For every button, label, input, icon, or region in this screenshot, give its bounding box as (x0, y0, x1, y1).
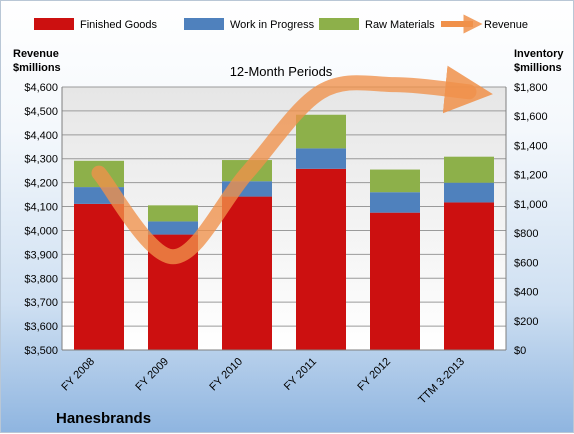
bar-work-in-progress (296, 148, 346, 169)
category-label: FY 2009 (133, 356, 171, 394)
right-tick-label: $1,200 (514, 170, 548, 182)
legend-swatch-work-in-progress (184, 18, 224, 30)
bar-raw-materials (370, 169, 420, 193)
right-axis-title-line1: Inventory (514, 48, 564, 60)
left-tick-label: $4,100 (24, 202, 58, 214)
left-tick-label: $4,200 (24, 178, 58, 190)
category-label: FY 2008 (59, 356, 97, 394)
bar-raw-materials (444, 156, 494, 183)
legend-swatch-raw-materials (319, 18, 359, 30)
bar-finished-goods (222, 196, 272, 350)
right-tick-label: $800 (514, 228, 538, 240)
legend-label-revenue: Revenue (484, 19, 528, 31)
left-tick-label: $4,300 (24, 154, 58, 166)
left-axis-title-line2: $millions (13, 62, 61, 74)
left-tick-label: $4,500 (24, 106, 58, 118)
company-name: Hanesbrands (56, 410, 151, 427)
left-axis-title-line1: Revenue (13, 48, 59, 60)
category-label: FY 2012 (355, 356, 393, 394)
legend-label-finished-goods: Finished Goods (80, 19, 158, 31)
right-tick-label: $200 (514, 316, 538, 328)
right-tick-label: $0 (514, 345, 526, 357)
bar-finished-goods (74, 203, 124, 350)
right-axis-title-line2: $millions (514, 62, 562, 74)
left-tick-label: $3,700 (24, 297, 58, 309)
revenue-line (91, 65, 493, 265)
bar-work-in-progress (444, 182, 494, 203)
category-label: FY 2010 (207, 356, 245, 394)
bar-work-in-progress (370, 192, 420, 213)
right-tick-label: $1,600 (514, 111, 548, 123)
revenue-line-path (91, 65, 493, 265)
left-tick-label: $4,600 (24, 82, 58, 94)
legend-swatch-finished-goods (34, 18, 74, 30)
left-tick-label: $3,500 (24, 345, 58, 357)
bar-finished-goods (444, 202, 494, 350)
chart-subtitle: 12-Month Periods (230, 64, 333, 79)
bar-work-in-progress (148, 221, 198, 235)
bar-finished-goods (296, 168, 346, 350)
right-tick-label: $1,800 (514, 82, 548, 94)
category-label: TTM 3-2013 (416, 356, 467, 407)
left-tick-label: $3,600 (24, 321, 58, 333)
legend-label-raw-materials: Raw Materials (365, 19, 435, 31)
right-tick-label: $1,400 (514, 140, 548, 152)
left-tick-label: $3,900 (24, 249, 58, 261)
left-tick-label: $4,000 (24, 225, 58, 237)
bar-raw-materials (148, 205, 198, 222)
category-label: FY 2011 (282, 356, 319, 393)
right-tick-label: $400 (514, 287, 538, 299)
legend: Finished Goods Work in Progress Raw Mate… (34, 14, 528, 34)
bar-finished-goods (370, 212, 420, 350)
left-tick-label: $3,800 (24, 273, 58, 285)
bar-raw-materials (296, 114, 346, 149)
legend-label-work-in-progress: Work in Progress (230, 19, 315, 31)
right-tick-label: $1,000 (514, 199, 548, 211)
left-tick-label: $4,400 (24, 130, 58, 142)
right-tick-label: $600 (514, 257, 538, 269)
